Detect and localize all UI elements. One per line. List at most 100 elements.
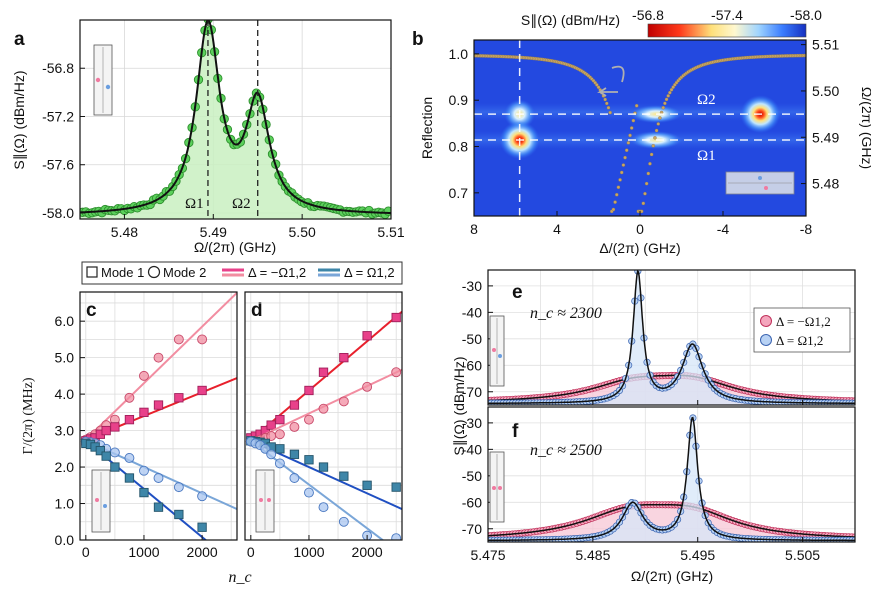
data-point-circle bbox=[304, 414, 314, 425]
reflection-point bbox=[631, 118, 636, 123]
colorbar-title: S∥(Ω) (dBm/Hz) bbox=[521, 12, 620, 28]
reflection-point bbox=[666, 94, 670, 98]
legend-e-plus-marker bbox=[760, 334, 772, 346]
data-point-square bbox=[197, 522, 207, 532]
y2-tick-label: 5.48 bbox=[812, 176, 839, 192]
data-point-circle bbox=[139, 370, 149, 381]
data-point-circle bbox=[289, 421, 300, 432]
y-tick-label: 5.0 bbox=[55, 350, 75, 366]
x-tick-label: 1000 bbox=[128, 544, 159, 560]
data-point-circle bbox=[289, 473, 300, 483]
x-tick-label: 5.495 bbox=[680, 547, 715, 563]
data-point-square bbox=[289, 400, 300, 410]
reflection-point bbox=[595, 83, 599, 87]
data-point-circle bbox=[197, 491, 208, 502]
panel-letter-c: c bbox=[86, 300, 97, 321]
data-point-square bbox=[124, 473, 135, 483]
data-point-circle bbox=[338, 396, 349, 407]
reflection-point bbox=[613, 200, 617, 204]
panel-a-xlabel: Ω/(2π) (GHz) bbox=[194, 239, 276, 255]
data-point-square bbox=[101, 425, 111, 436]
panel-d-frame bbox=[244, 291, 403, 541]
panel-a-fill-area bbox=[80, 20, 391, 219]
data-point-circle bbox=[274, 429, 285, 440]
data-point-circle bbox=[124, 452, 135, 463]
reflection-point bbox=[658, 116, 662, 120]
reflection-point bbox=[664, 97, 669, 102]
data-point-square bbox=[197, 385, 207, 396]
x-tick-label: 5.475 bbox=[470, 547, 505, 563]
reflection-point bbox=[606, 106, 611, 110]
legend-minus-label: Δ = −Ω1,2 bbox=[248, 265, 306, 280]
y-tick-label: 0.0 bbox=[55, 532, 75, 548]
reflection-point bbox=[611, 207, 616, 212]
panel-b: Ω2 Ω1 8 4 0 -4 -8 0.7 0.8 0.9 1.0 5.48 5.49 5.50 5.5… bbox=[419, 7, 871, 256]
panel-f-axes: -30 -40 -50 -60 -70 5.475 5.485 5.495 5.505 bbox=[462, 415, 821, 563]
data-point-circle bbox=[197, 334, 208, 345]
y-tick-label: -30 bbox=[462, 278, 482, 294]
data-point-circle bbox=[173, 482, 184, 493]
legend-mode1-label: Mode 1 bbox=[101, 265, 144, 280]
data-point-square bbox=[266, 420, 276, 430]
data-point-circle bbox=[391, 533, 402, 540]
fit-line bbox=[85, 292, 237, 441]
x-tick-label: 5.48 bbox=[111, 224, 138, 240]
reflection-point bbox=[644, 181, 649, 186]
x-tick-label: -8 bbox=[800, 221, 813, 237]
panel-b-ylabel: Reflection bbox=[419, 97, 435, 159]
data-point-circle bbox=[153, 473, 164, 483]
colorbar bbox=[647, 23, 807, 38]
data-point-square bbox=[362, 480, 372, 490]
x-tick-label: 0 bbox=[636, 221, 644, 237]
legend-square-icon bbox=[86, 266, 98, 278]
legend-e: Δ = −Ω1,2 Δ = Ω1,2 bbox=[753, 307, 851, 353]
panel-c-axes: 0 1000 2000 0.0 1.0 2.0 3.0 4.0 5.0 6.0 bbox=[55, 313, 218, 560]
colorbar-tick-label: -58.0 bbox=[790, 7, 822, 23]
data-point-circle bbox=[318, 502, 329, 513]
legend-e-plus-label: Δ = Ω1,2 bbox=[776, 333, 823, 348]
data-point-circle bbox=[109, 447, 120, 458]
reflection-point bbox=[596, 85, 601, 89]
data-point-circle bbox=[318, 403, 329, 414]
legend-cd: Mode 1 Mode 2 Δ = −Ω1,2 Δ = Ω1,2 bbox=[81, 261, 403, 285]
reflection-point bbox=[661, 105, 665, 110]
data-point-square bbox=[110, 462, 120, 472]
colorbar-tick-label: -56.8 bbox=[632, 7, 664, 23]
y2-tick-label: 5.49 bbox=[812, 129, 839, 145]
data-point-square bbox=[304, 385, 314, 396]
peak-label-omega1: Ω1 bbox=[185, 196, 204, 212]
panel-a-axes: 5.48 5.49 5.50 5.51 -56.8 -57.2 -57.6 -58.0 bbox=[42, 60, 405, 240]
reflection-point bbox=[618, 178, 622, 182]
legend-cd-box bbox=[81, 261, 403, 285]
y-tick-label: 4.0 bbox=[55, 386, 75, 402]
data-point-square bbox=[139, 407, 149, 418]
fit-line bbox=[488, 503, 855, 538]
panel-b-axes: 8 4 0 -4 -8 0.7 0.8 0.9 1.0 5.48 5.49 5.50 5.51 bbox=[449, 37, 840, 237]
data-point-square bbox=[153, 502, 164, 512]
data-point-square bbox=[318, 462, 329, 472]
x-tick-label: 5.505 bbox=[785, 547, 820, 563]
y-tick-label: 0.9 bbox=[449, 92, 469, 108]
reflection-point bbox=[646, 171, 651, 176]
colorbar-tick-label: -57.4 bbox=[711, 7, 743, 23]
y-tick-label: -60 bbox=[462, 357, 482, 373]
panel-c: 0 1000 2000 0.0 1.0 2.0 3.0 4.0 5.0 6.0 Γ/(2π) (M… bbox=[21, 291, 252, 586]
x-tick-label: -4 bbox=[717, 221, 730, 237]
peak-label-omega2: Ω2 bbox=[232, 196, 251, 212]
data-point-square bbox=[174, 393, 184, 403]
data-point-circle bbox=[124, 392, 135, 403]
reflection-point bbox=[639, 209, 644, 214]
y-tick-label: -30 bbox=[462, 415, 482, 431]
data-point-circle bbox=[338, 516, 349, 527]
y-tick-label: 1.0 bbox=[55, 496, 75, 512]
panel-f-xlabel: Ω/(2π) (GHz) bbox=[631, 568, 713, 584]
legend-e-minus-marker bbox=[760, 315, 772, 327]
reflection-point bbox=[605, 101, 609, 106]
reflection-point bbox=[648, 161, 652, 166]
panel-d: 0 1000 2000 bbox=[244, 291, 403, 560]
reflection-point bbox=[624, 148, 629, 152]
data-point-square bbox=[318, 367, 329, 377]
panel-f-series bbox=[488, 414, 855, 542]
resonator-schematic-icon bbox=[93, 44, 113, 116]
